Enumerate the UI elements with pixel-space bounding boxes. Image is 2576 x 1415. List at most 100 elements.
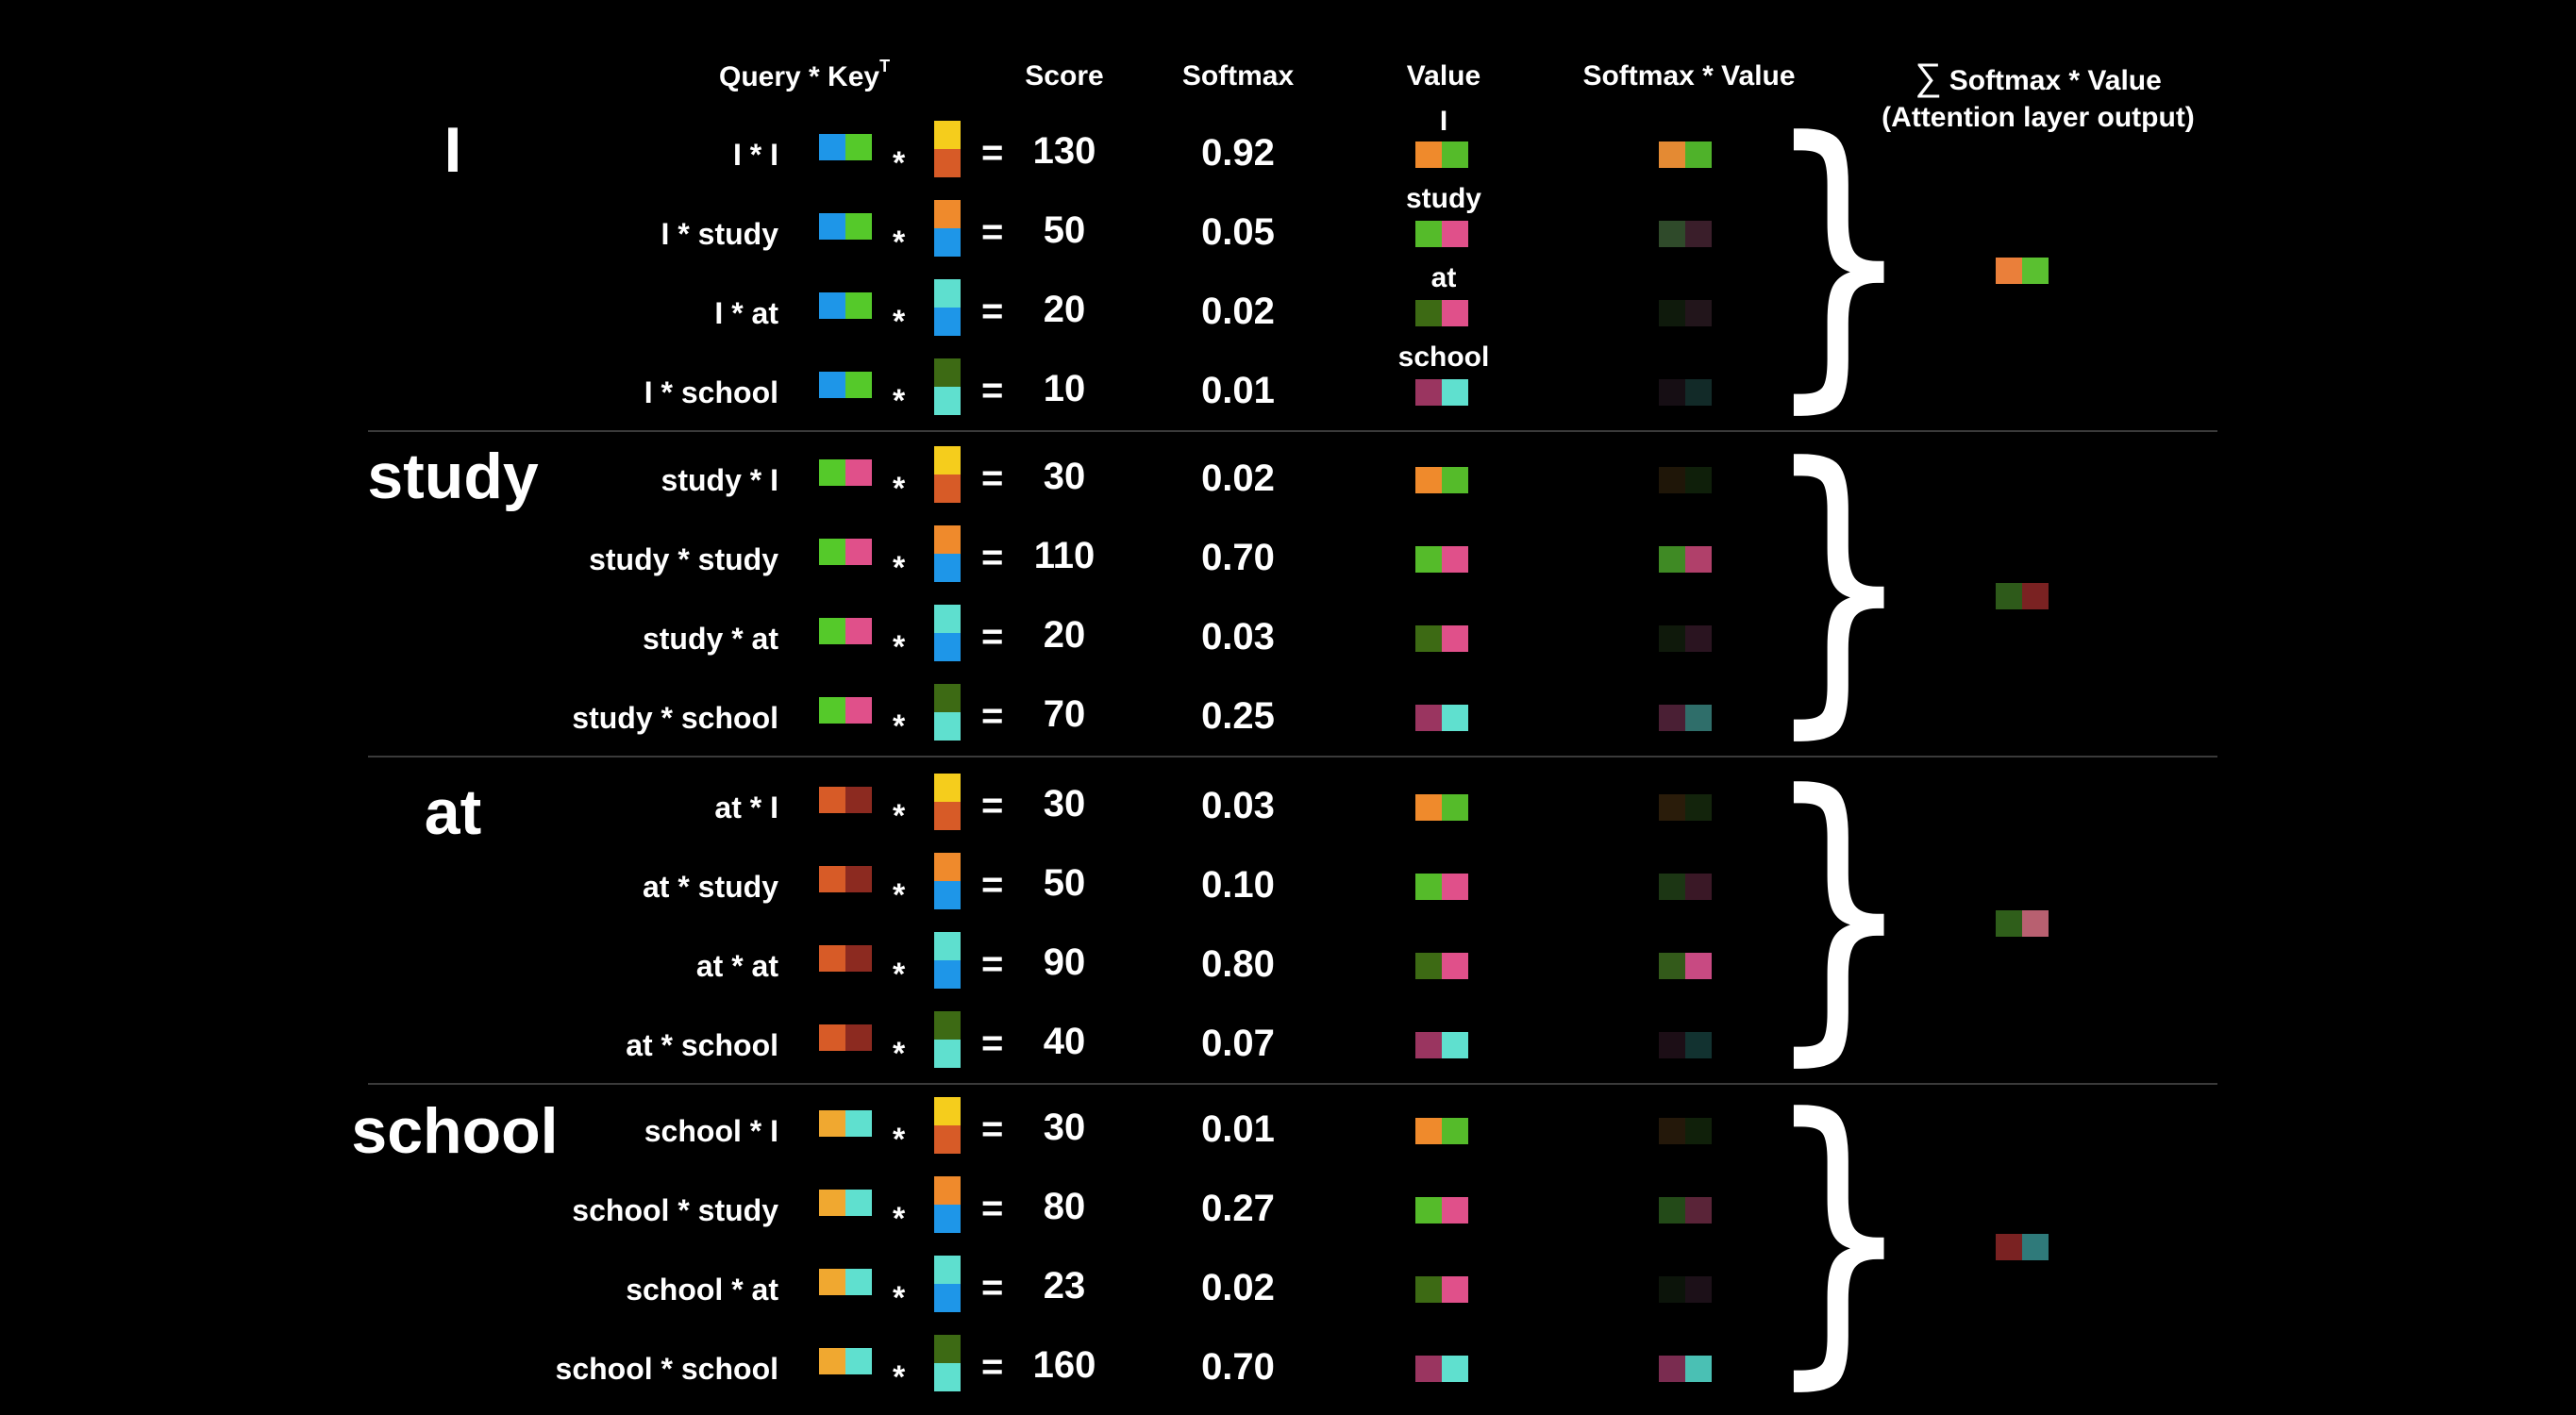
query-component	[819, 1190, 845, 1216]
key-component	[934, 1284, 961, 1312]
softmax-value-component	[1685, 221, 1712, 247]
query-component	[819, 945, 845, 972]
query-component	[819, 539, 845, 565]
attention-row: study * I * = 30 0.02	[0, 439, 2576, 520]
softmax-value-component	[1685, 794, 1712, 821]
value-component	[1415, 467, 1442, 493]
key-component	[934, 802, 961, 830]
score-value: 30	[1043, 456, 1086, 497]
softmax-value: 0.07	[1201, 1023, 1275, 1064]
row-label: I * I	[732, 138, 778, 172]
key-vector	[934, 1176, 961, 1233]
attention-row: study * study * = 110 0.70	[0, 518, 2576, 599]
softmax-value-component	[1685, 705, 1712, 731]
softmax-value-vector	[1659, 1032, 1712, 1058]
query-vector	[819, 213, 872, 240]
row-label: study * study	[589, 542, 778, 576]
value-word-label: at	[1430, 262, 1457, 293]
query-component	[819, 1024, 845, 1051]
key-component	[934, 1205, 961, 1233]
output-component	[2022, 583, 2049, 609]
softmax-value-component	[1659, 379, 1685, 406]
group-word-at: at	[424, 776, 482, 848]
query-vector	[819, 1269, 872, 1295]
softmax-value-vector	[1659, 379, 1712, 406]
header-score: Score	[1025, 60, 1104, 92]
score-value: 110	[1033, 535, 1096, 576]
query-component	[845, 787, 872, 813]
softmax-value-vector	[1659, 953, 1712, 979]
query-component	[819, 1348, 845, 1374]
key-component	[934, 1363, 961, 1391]
header-softmax-value: Softmax * Value	[1582, 60, 1796, 92]
value-word-label: study	[1405, 183, 1481, 214]
group-brace: }	[1765, 402, 1914, 764]
equals-sign: =	[981, 1346, 1004, 1388]
softmax-value-component	[1685, 1276, 1712, 1303]
equals-sign: =	[981, 211, 1004, 253]
group-brace: }	[1765, 76, 1914, 439]
attention-row: I * I * = 130 0.92	[0, 113, 2576, 194]
key-vector	[934, 525, 961, 582]
equals-sign: =	[981, 291, 1004, 332]
query-vector	[819, 1110, 872, 1137]
query-component	[819, 697, 845, 724]
attention-row: school * school * = 160 0.70	[0, 1327, 2576, 1408]
softmax-value-vector	[1659, 546, 1712, 573]
value-vector	[1415, 953, 1468, 979]
query-component	[845, 618, 872, 644]
equals-sign: =	[981, 370, 1004, 411]
score-value: 20	[1043, 614, 1086, 656]
row-label: at * I	[714, 791, 778, 824]
softmax-value: 0.25	[1201, 695, 1275, 737]
key-component	[934, 1176, 961, 1205]
softmax-value-vector	[1659, 1356, 1712, 1382]
key-vector	[934, 1011, 961, 1068]
query-component	[819, 618, 845, 644]
key-component	[934, 853, 961, 881]
query-component	[819, 787, 845, 813]
value-component	[1415, 221, 1442, 247]
value-vector	[1415, 467, 1468, 493]
group-divider	[368, 756, 2217, 757]
equals-sign: =	[981, 943, 1004, 985]
multiply-sign: *	[893, 877, 906, 913]
softmax-value-vector	[1659, 1197, 1712, 1224]
softmax-value: 0.02	[1201, 458, 1275, 499]
group-divider	[368, 430, 2217, 432]
key-vector	[934, 279, 961, 336]
value-vector	[1415, 142, 1468, 168]
softmax-value: 0.27	[1201, 1188, 1275, 1229]
value-component	[1415, 794, 1442, 821]
equals-sign: =	[981, 616, 1004, 658]
query-component	[845, 1024, 872, 1051]
value-component	[1442, 379, 1468, 406]
value-component	[1442, 1276, 1468, 1303]
value-component	[1442, 546, 1468, 573]
value-component	[1415, 1032, 1442, 1058]
query-vector	[819, 697, 872, 724]
equals-sign: =	[981, 1108, 1004, 1150]
attention-row: I * at * = 20 0.02	[0, 272, 2576, 353]
value-vector	[1415, 1032, 1468, 1058]
key-vector	[934, 605, 961, 661]
query-component	[819, 213, 845, 240]
multiply-sign: *	[893, 550, 906, 586]
row-label: school * study	[572, 1193, 778, 1227]
softmax-value-vector	[1659, 874, 1712, 900]
multiply-sign: *	[893, 225, 906, 260]
query-component	[845, 1110, 872, 1137]
softmax-value: 0.05	[1201, 211, 1275, 253]
equals-sign: =	[981, 695, 1004, 737]
multiply-sign: *	[893, 1122, 906, 1157]
score-value: 50	[1043, 862, 1086, 904]
value-word-label: I	[1439, 106, 1448, 137]
value-vector	[1415, 1356, 1468, 1382]
value-component	[1442, 1197, 1468, 1224]
value-component	[1442, 705, 1468, 731]
key-component	[934, 1040, 961, 1068]
query-vector	[819, 866, 872, 892]
softmax-value-component	[1685, 1118, 1712, 1144]
output-component	[1996, 1234, 2022, 1260]
key-vector	[934, 684, 961, 741]
